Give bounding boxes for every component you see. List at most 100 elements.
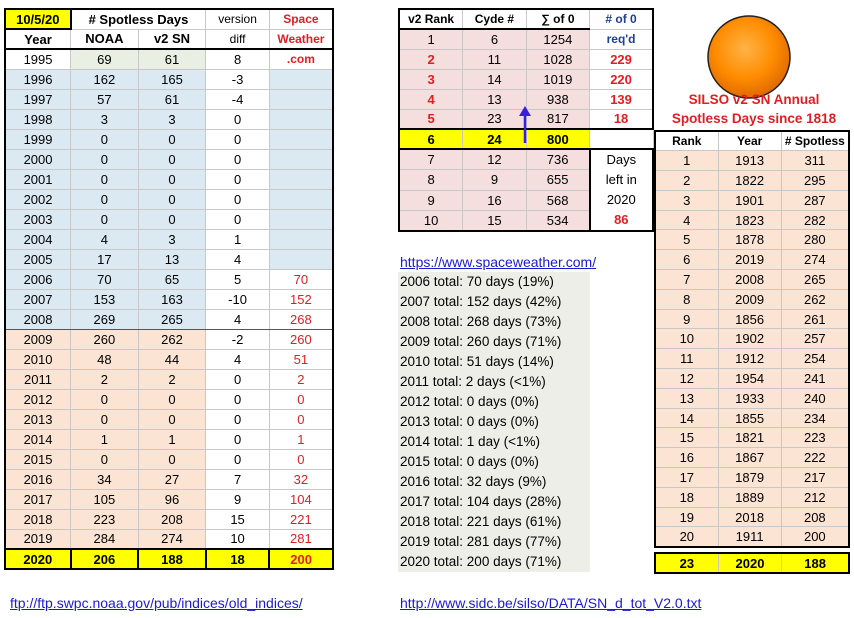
silso-rank-cell: 8 <box>653 288 719 310</box>
rank-row: 6 24 800 <box>398 128 654 150</box>
sidc-link[interactable]: http://www.sidc.be/silso/DATA/SN_d_tot_V… <box>400 595 702 611</box>
year-cell: 2017 <box>4 488 72 510</box>
silso-rank-cell: 9 <box>653 308 719 330</box>
silso-spotless-cell: 287 <box>780 189 850 211</box>
sum-cell: 938 <box>525 88 591 110</box>
noaa-link[interactable]: ftp://ftp.swpc.noaa.gov/pub/indices/old_… <box>10 595 303 611</box>
diff-cell: -4 <box>205 88 270 110</box>
silso-spotless-header: # Spotless <box>780 130 850 152</box>
silso-row: 8 2009 262 <box>653 288 850 310</box>
silso-spotless-cell: 261 <box>780 308 850 330</box>
noaa-cell: 260 <box>70 328 139 350</box>
silso-year-cell: 1821 <box>717 427 782 449</box>
weather-cell: 0 <box>268 408 334 430</box>
weather-cell <box>268 228 334 250</box>
v2sn-cell: 96 <box>137 488 207 510</box>
rank-row: 10 15 534 <box>398 210 653 232</box>
silso-rank-cell: 15 <box>653 427 719 449</box>
noaa-cell: 34 <box>70 468 139 490</box>
table-row: 1996 162 165 -3 <box>4 68 334 90</box>
silso-rank-cell: 4 <box>653 209 719 231</box>
rank-cell: 5 <box>398 108 464 130</box>
year-cell: 1998 <box>4 108 72 130</box>
silso-row: 17 1879 217 <box>653 467 850 488</box>
silso-row: 1 1913 311 <box>653 150 850 172</box>
silso-year-cell: 1878 <box>717 229 782 251</box>
weather-cell <box>268 248 334 270</box>
year-cell: 2007 <box>4 288 72 310</box>
silso-header-row: Rank Year # Spotless <box>653 130 850 152</box>
total-v2sn: 188 <box>137 548 207 570</box>
rank-cell: 1 <box>398 28 464 50</box>
year-cell: 2012 <box>4 388 72 410</box>
diff-cell: 0 <box>205 128 270 150</box>
silso-row: 10 1902 257 <box>653 328 850 350</box>
diff-cell: 0 <box>205 448 270 470</box>
table-row: 1998 3 3 0 <box>4 108 334 130</box>
year-cell: 2018 <box>4 508 72 530</box>
silso-year-cell: 1902 <box>717 328 782 350</box>
days-left-label: left in <box>605 172 637 187</box>
rank-row: 5 23 817 18 <box>398 108 655 130</box>
sum-cell: 800 <box>525 128 591 150</box>
year-cell: 2001 <box>4 168 72 190</box>
year-cell: 2019 <box>4 528 72 550</box>
noaa-cell: 0 <box>70 128 139 150</box>
total-weather: 200 <box>268 548 334 570</box>
noaa-cell: 3 <box>70 108 139 130</box>
silso-spotless-cell: 254 <box>780 348 850 370</box>
current-spotless: 188 <box>781 552 850 574</box>
diff-cell: 9 <box>205 488 270 510</box>
silso-rank-cell: 5 <box>653 229 719 251</box>
rank-header: v2 Rank <box>398 8 464 30</box>
table-row: 2004 4 3 1 <box>4 228 334 250</box>
silso-title: SILSO v2 SN Annual Spotless Days since 1… <box>656 90 852 128</box>
table-row: 2017 105 96 9 104 <box>4 488 334 510</box>
weather-cell: 2 <box>268 368 334 390</box>
silso-spotless-cell: 280 <box>780 229 850 251</box>
year-cell: 2003 <box>4 208 72 230</box>
silso-current-row: 23 2020 188 <box>654 552 850 574</box>
noaa-cell: 57 <box>70 88 139 110</box>
v2sn-cell: 0 <box>137 148 207 170</box>
diff-cell: 1 <box>205 228 270 250</box>
v2sn-cell: 0 <box>137 448 207 470</box>
diff-cell: 0 <box>205 368 270 390</box>
silso-year-cell: 1822 <box>717 170 782 191</box>
silso-spotless-cell: 217 <box>780 467 850 488</box>
diff-cell: 4 <box>205 348 270 370</box>
diff-cell: 0 <box>205 388 270 410</box>
v2sn-cell: 0 <box>137 188 207 210</box>
silso-rank-cell: 14 <box>653 407 719 429</box>
cycle-cell: 12 <box>462 148 527 170</box>
table-row: 2000 0 0 0 <box>4 148 334 170</box>
weather-cell <box>268 168 334 190</box>
reqd-cell: 220 <box>589 68 655 90</box>
table-row: 2013 0 0 0 0 <box>4 408 334 430</box>
silso-row: 19 2018 208 <box>653 506 850 528</box>
noaa-cell: 0 <box>70 408 139 430</box>
spaceweather-link[interactable]: https://www.spaceweather.com/ <box>400 254 597 270</box>
silso-row: 14 1855 234 <box>653 407 850 429</box>
total-line: 2008 total: 268 days (73%) <box>398 312 590 332</box>
noaa-cell: 1 <box>70 428 139 450</box>
v2sn-cell: 3 <box>137 108 207 130</box>
rank-row: 1 6 1254 req'd <box>398 28 655 50</box>
diff-cell: 7 <box>205 468 270 490</box>
silso-spotless-cell: 208 <box>780 506 850 528</box>
silso-title-line2: Spotless Days since 1818 <box>671 111 837 126</box>
noaa-cell: 17 <box>70 248 139 270</box>
silso-rank-header: Rank <box>653 130 719 152</box>
noaa-cell: 153 <box>70 288 139 310</box>
noaa-cell: 0 <box>70 148 139 170</box>
diff-header: diff <box>205 28 270 50</box>
total-line: 2020 total: 200 days (71%) <box>398 552 590 572</box>
rank-cell: 6 <box>398 128 464 150</box>
year-cell: 1996 <box>4 68 72 90</box>
silso-row: 2 1822 295 <box>653 170 850 191</box>
cycle-rank-table: v2 Rank Cyde # ∑ of 0 # of 0 1 6 1254 req'd 2 11 1… <box>398 8 655 232</box>
weather-cell: 32 <box>268 468 334 490</box>
silso-spotless-cell: 212 <box>780 486 850 508</box>
total-line: 2012 total: 0 days (0%) <box>398 392 590 412</box>
sum-cell: 1254 <box>525 28 591 50</box>
